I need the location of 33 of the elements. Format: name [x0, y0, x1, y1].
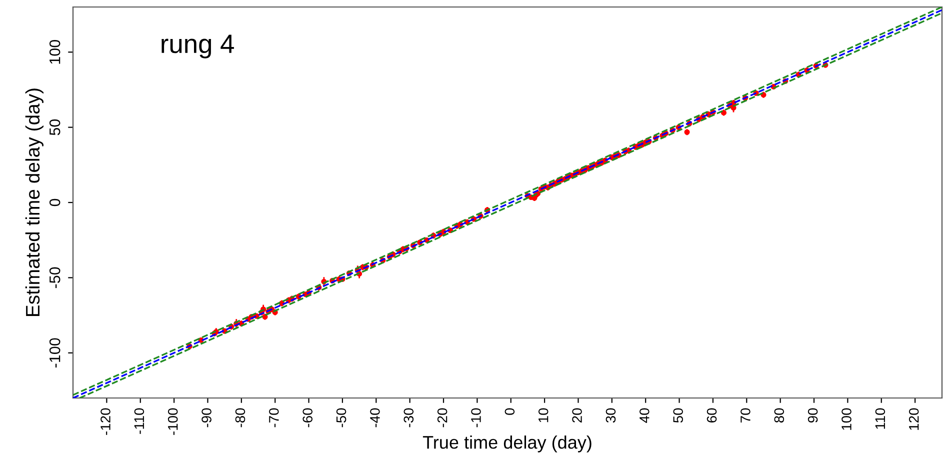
x-tick-label: 30 [606, 408, 616, 423]
y-tick-label: 50 [49, 119, 60, 136]
x-tick-label: 80 [774, 408, 784, 423]
x-tick-label: 50 [673, 408, 684, 423]
y-tick-label: 0 [49, 198, 60, 206]
x-tick-label: 120 [908, 408, 919, 430]
x-tick-label: 70 [740, 408, 750, 422]
x-tick-label: -80 [235, 408, 246, 428]
x-tick-label: 40 [639, 408, 650, 423]
x-axis-title: True time delay (day) [422, 436, 592, 452]
x-tick-label: 60 [706, 408, 717, 422]
y-tick-label: -50 [49, 267, 60, 288]
x-tick-label: -70 [268, 408, 279, 428]
x-tick-label: -100 [168, 408, 178, 435]
x-tick-label: 10 [538, 408, 548, 422]
x-tick-label: -50 [336, 408, 346, 428]
x-tick-label: -10 [471, 408, 481, 428]
text: rung 4 [162, 34, 234, 58]
y-axis-title: Estimated time delay (day) [25, 88, 44, 316]
x-tick-label: -90 [202, 408, 212, 428]
x-tick-label: -40 [370, 408, 380, 428]
x-tick-label: 20 [572, 408, 582, 422]
y-tick-label: 100 [49, 40, 60, 64]
x-tick-label: -110 [134, 408, 144, 434]
x-tick-label: -20 [437, 408, 448, 428]
x-tick-label: 100 [842, 408, 852, 430]
x-tick-label: 110 [875, 408, 886, 429]
x-tick-label: -120 [100, 408, 110, 435]
y-tick-label: -100 [49, 338, 60, 368]
x-tick-label: -30 [404, 408, 414, 428]
x-tick-label: 90 [808, 408, 818, 423]
x-tick-label: 0 [504, 408, 515, 415]
x-tick-label: -60 [302, 408, 313, 428]
